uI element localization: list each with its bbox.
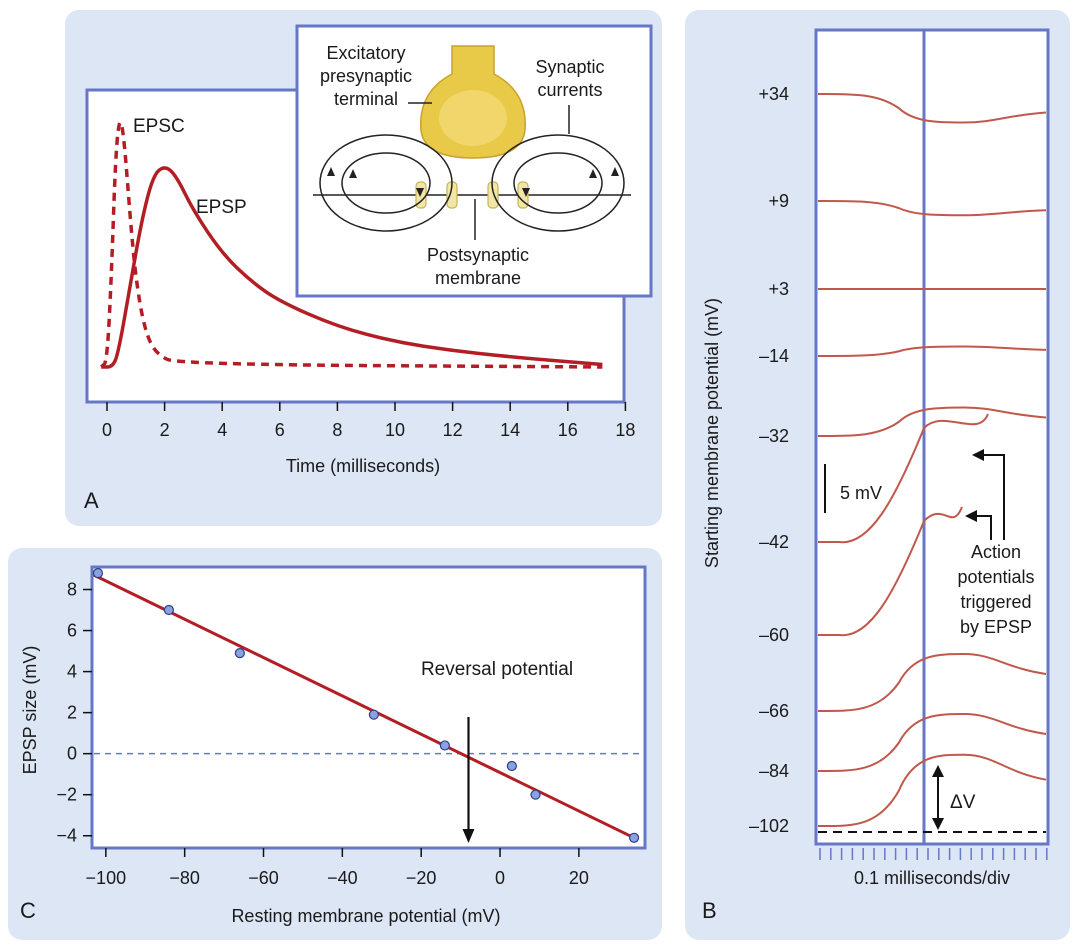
terminal-highlight xyxy=(439,90,507,146)
data-point xyxy=(530,789,541,800)
panel-c-y-tick-label: −2 xyxy=(56,785,77,805)
panel-b-potential-labels: +34 +9 +3 –14 –32 –42 –60 –66 –84 –102 xyxy=(749,84,789,836)
panel-a-x-tick-label: 14 xyxy=(500,420,520,440)
data-point xyxy=(368,709,379,720)
panel-a-x-tick-label: 6 xyxy=(275,420,285,440)
panel-c-x-tick-label: −100 xyxy=(86,868,127,888)
panel-b-x-ticks xyxy=(819,848,1048,860)
panel-c-x-axis-label: Resting membrane potential (mV) xyxy=(231,906,500,926)
trace xyxy=(818,200,1047,217)
potential-label: –60 xyxy=(759,625,789,645)
panel-c-x-tick-label: −60 xyxy=(248,868,279,888)
panel-a-x-axis-label: Time (milliseconds) xyxy=(286,456,440,476)
panel-b: +34 +9 +3 –14 –32 –42 –60 –66 –84 –102 Starting m… xyxy=(702,28,1050,923)
reversal-potential-label: Reversal potential xyxy=(421,659,573,680)
action-potential-arrows xyxy=(976,454,1005,540)
potential-label: –42 xyxy=(759,532,789,552)
trace xyxy=(818,406,1047,437)
panel-c-y-tick-label: 6 xyxy=(67,621,77,641)
action-potential-label-line-4: by EPSP xyxy=(960,617,1032,637)
panel-c-x-tick-label: 0 xyxy=(495,868,505,888)
potential-label: –14 xyxy=(759,346,789,366)
potential-label: +3 xyxy=(768,279,789,299)
reversal-arrowhead xyxy=(462,829,475,843)
postsynaptic-label-line-1: Postsynaptic xyxy=(427,245,529,265)
potential-label: +34 xyxy=(758,84,789,104)
trace xyxy=(818,712,1047,772)
panel-a-x-tick-label: 4 xyxy=(217,420,227,440)
scale-bar-label: 5 mV xyxy=(840,483,882,503)
panel-b-y-axis-label: Starting membrane potential (mV) xyxy=(702,298,722,568)
delta-v-label: ΔV xyxy=(950,792,976,813)
synapse-inset: Excitatory presynaptic terminal Synaptic… xyxy=(295,24,653,298)
presynaptic-label-line-1: Excitatory xyxy=(326,43,405,63)
panel-c-y-tick-label: 2 xyxy=(67,703,77,723)
panel-c-y-axis-label: EPSP size (mV) xyxy=(20,646,40,775)
trace xyxy=(818,652,1047,712)
data-point xyxy=(506,760,517,772)
panel-a-x-tick-label: 18 xyxy=(615,420,635,440)
panel-a-x-tick-label: 8 xyxy=(332,420,342,440)
fit-line xyxy=(93,573,635,840)
data-point xyxy=(439,740,450,751)
presynaptic-label-line-3: terminal xyxy=(334,89,398,109)
panel-b-letter: B xyxy=(702,898,717,923)
panel-c-x-tick-label: −80 xyxy=(169,868,200,888)
panel-c-y-tick-label: −4 xyxy=(56,826,77,846)
panel-c-data-points xyxy=(92,568,640,843)
delta-v-arrowhead-down xyxy=(932,818,944,830)
potential-label: –102 xyxy=(749,816,789,836)
panel-a-x-tick-label: 0 xyxy=(102,420,112,440)
panel-c-y-tick-label: 8 xyxy=(67,580,77,600)
panel-a-letter: A xyxy=(84,488,99,513)
delta-v-arrowhead-up xyxy=(932,765,944,777)
data-point xyxy=(234,648,245,659)
panel-b-traces xyxy=(818,93,1047,827)
action-potential-label-line-3: triggered xyxy=(960,592,1031,612)
action-potential-label-line-2: potentials xyxy=(957,567,1034,587)
trace xyxy=(818,93,1047,124)
trace xyxy=(818,753,1047,827)
epsc-label: EPSC xyxy=(133,116,185,137)
potential-label: –66 xyxy=(759,701,789,721)
data-point xyxy=(92,568,104,579)
panel-c-x-tick-label: −20 xyxy=(406,868,437,888)
panel-c-y-tick-label: 4 xyxy=(67,662,77,682)
currents-label-line-1: Synaptic xyxy=(535,57,604,77)
panel-a-x-tick-label: 2 xyxy=(160,420,170,440)
presynaptic-label-line-2: presynaptic xyxy=(320,66,412,86)
panel-a-x-ticks: 0 2 4 6 8 10 12 14 16 18 xyxy=(102,402,635,440)
panel-a-x-tick-label: 16 xyxy=(558,420,578,440)
epsc-curve xyxy=(100,120,603,369)
data-point xyxy=(163,604,174,616)
panel-a-x-tick-label: 12 xyxy=(443,420,463,440)
trace xyxy=(818,506,963,637)
postsynaptic-label-line-2: membrane xyxy=(435,268,521,288)
panel-a-curves xyxy=(100,120,603,369)
current-arrowheads xyxy=(327,167,619,197)
potential-label: +9 xyxy=(768,191,789,211)
panel-c-y-tick-label: 0 xyxy=(67,744,77,764)
data-point xyxy=(628,832,640,843)
panel-c-x-tick-label: −40 xyxy=(327,868,358,888)
trace xyxy=(818,345,1047,357)
action-potential-label-line-1: Action xyxy=(971,542,1021,562)
trace xyxy=(818,413,989,544)
epsp-label: EPSP xyxy=(196,197,247,218)
epsp-curve xyxy=(101,166,603,369)
potential-label: –32 xyxy=(759,426,789,446)
potential-label: –84 xyxy=(759,761,789,781)
panel-b-plot-frame xyxy=(814,28,1050,846)
panel-a: 0 2 4 6 8 10 12 14 16 18 EPSC EPSP Time (millisec… xyxy=(84,24,653,513)
panel-a-x-tick-label: 10 xyxy=(385,420,405,440)
current-loops xyxy=(319,134,625,232)
panel-c-letter: C xyxy=(20,898,36,923)
currents-label-line-2: currents xyxy=(537,80,602,100)
panel-c-x-tick-label: 20 xyxy=(569,868,589,888)
panel-b-x-axis-label: 0.1 milliseconds/div xyxy=(854,868,1010,888)
action-potential-arrowheads xyxy=(965,449,984,522)
